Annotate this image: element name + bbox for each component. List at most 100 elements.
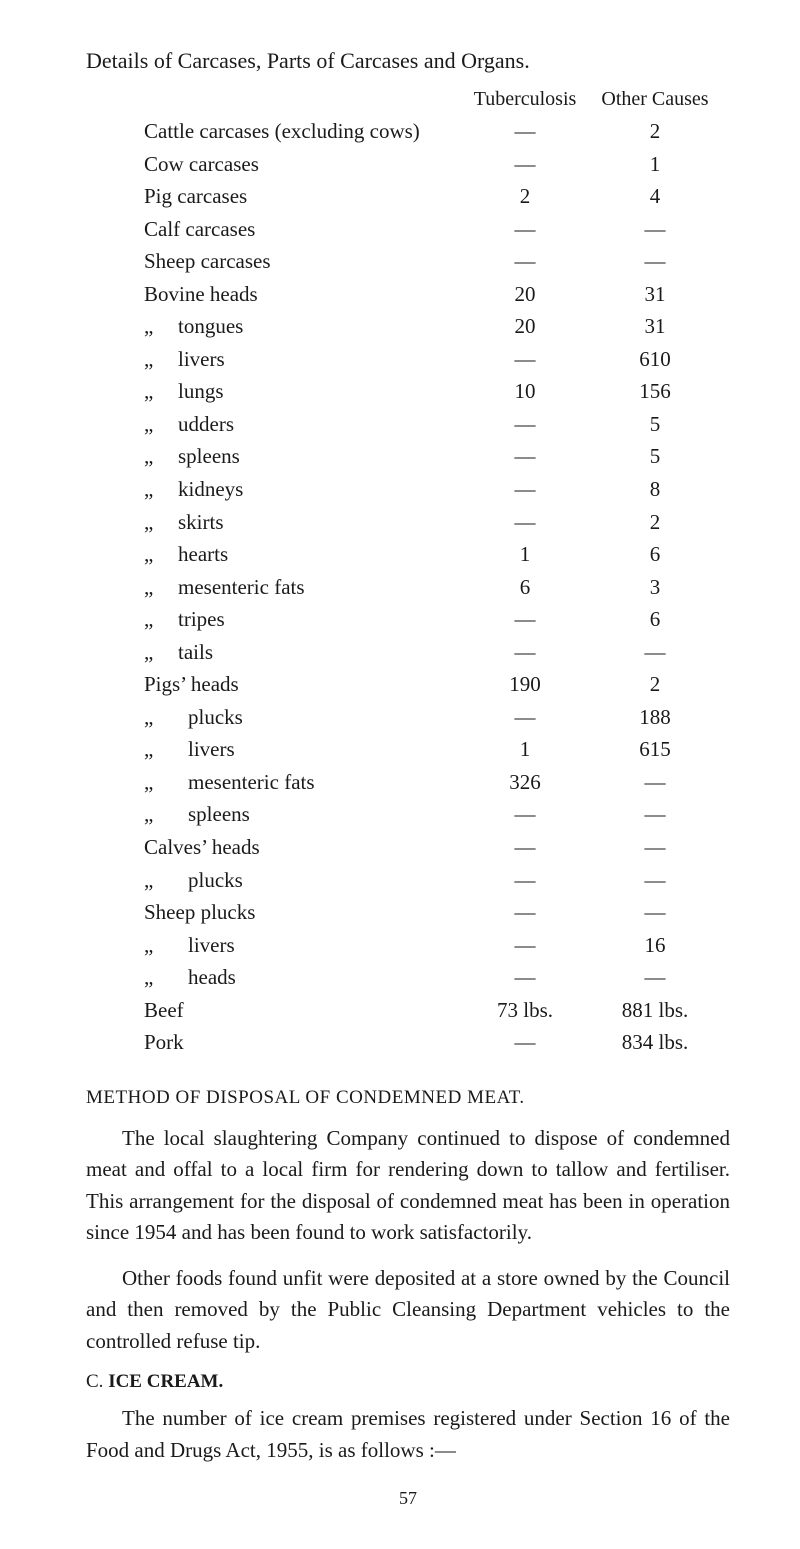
subsection-letter: C.: [86, 1371, 103, 1392]
cell-tuberculosis: 20: [460, 278, 590, 311]
cell-tuberculosis: —: [460, 245, 590, 278]
cell-other-causes: 31: [590, 278, 720, 311]
row-label: Cow carcases: [144, 148, 460, 181]
table-row: „mesenteric fats326—: [144, 766, 720, 799]
cell-tuberculosis: 190: [460, 668, 590, 701]
cell-tuberculosis: 326: [460, 766, 590, 799]
cell-other-causes: 8: [590, 473, 720, 506]
table-row: „livers—610: [144, 343, 720, 376]
cell-tuberculosis: —: [460, 506, 590, 539]
cell-tuberculosis: —: [460, 1026, 590, 1059]
cell-other-causes: —: [590, 831, 720, 864]
cell-tuberculosis: —: [460, 929, 590, 962]
row-label: „livers: [144, 733, 460, 766]
table-row: „udders—5: [144, 408, 720, 441]
col-header-tuberculosis: Tuberculosis: [460, 88, 590, 111]
table-row: Calf carcases——: [144, 213, 720, 246]
cell-other-causes: —: [590, 636, 720, 669]
document-page: Details of Carcases, Parts of Carcases a…: [0, 0, 800, 1549]
row-label: „tongues: [144, 310, 460, 343]
cell-other-causes: 2: [590, 115, 720, 148]
cell-other-causes: 1: [590, 148, 720, 181]
cell-tuberculosis: —: [460, 148, 590, 181]
table-row: „plucks—188: [144, 701, 720, 734]
row-label: Pigs’ heads: [144, 668, 460, 701]
row-label: „spleens: [144, 798, 460, 831]
table-row: „livers1615: [144, 733, 720, 766]
row-label: Cattle carcases (excluding cows): [144, 115, 460, 148]
row-label: Calves’ heads: [144, 831, 460, 864]
cell-tuberculosis: —: [460, 408, 590, 441]
row-label: Pig carcases: [144, 180, 460, 213]
cell-other-causes: 615: [590, 733, 720, 766]
cell-tuberculosis: —: [460, 603, 590, 636]
cell-tuberculosis: —: [460, 213, 590, 246]
page-title: Details of Carcases, Parts of Carcases a…: [86, 48, 730, 74]
cell-other-causes: —: [590, 213, 720, 246]
table-header-row: Tuberculosis Other Causes: [144, 88, 720, 111]
cell-tuberculosis: 6: [460, 571, 590, 604]
table-row: Cattle carcases (excluding cows)—2: [144, 115, 720, 148]
cell-other-causes: 4: [590, 180, 720, 213]
row-label: „mesenteric fats: [144, 766, 460, 799]
row-label: Sheep carcases: [144, 245, 460, 278]
table-row: Cow carcases—1: [144, 148, 720, 181]
cell-other-causes: 188: [590, 701, 720, 734]
cell-tuberculosis: —: [460, 701, 590, 734]
row-label: „lungs: [144, 375, 460, 408]
subsection-heading: C. ICE CREAM.: [86, 1371, 730, 1393]
cell-tuberculosis: —: [460, 440, 590, 473]
table-row: Sheep plucks——: [144, 896, 720, 929]
row-label: „plucks: [144, 701, 460, 734]
table-row: „hearts16: [144, 538, 720, 571]
cell-other-causes: 156: [590, 375, 720, 408]
table-row: Pig carcases24: [144, 180, 720, 213]
row-label: Pork: [144, 1026, 460, 1059]
cell-other-causes: 6: [590, 603, 720, 636]
row-label: „skirts: [144, 506, 460, 539]
table-row: „heads——: [144, 961, 720, 994]
row-label: „mesenteric fats: [144, 571, 460, 604]
row-label: „tripes: [144, 603, 460, 636]
cell-tuberculosis: 10: [460, 375, 590, 408]
cell-other-causes: 881 lbs.: [590, 994, 720, 1027]
cell-other-causes: 5: [590, 440, 720, 473]
paragraph-2: Other foods found unfit were deposited a…: [86, 1263, 730, 1358]
table-row: „tails——: [144, 636, 720, 669]
table-row: Beef73 lbs.881 lbs.: [144, 994, 720, 1027]
paragraph-1: The local slaughtering Company continued…: [86, 1123, 730, 1249]
table-row: „kidneys—8: [144, 473, 720, 506]
cell-other-causes: —: [590, 766, 720, 799]
row-label: „kidneys: [144, 473, 460, 506]
cell-tuberculosis: 1: [460, 538, 590, 571]
col-header-other-causes: Other Causes: [590, 88, 720, 111]
subsection-title: ICE CREAM.: [108, 1371, 223, 1392]
cell-other-causes: —: [590, 864, 720, 897]
cell-tuberculosis: —: [460, 961, 590, 994]
table-row: Calves’ heads——: [144, 831, 720, 864]
table-row: „mesenteric fats63: [144, 571, 720, 604]
cell-tuberculosis: 2: [460, 180, 590, 213]
table-row: Pork—834 lbs.: [144, 1026, 720, 1059]
cell-tuberculosis: —: [460, 896, 590, 929]
cell-tuberculosis: 73 lbs.: [460, 994, 590, 1027]
table-row: „skirts—2: [144, 506, 720, 539]
page-number: 57: [86, 1488, 730, 1509]
cell-other-causes: —: [590, 961, 720, 994]
cell-other-causes: 5: [590, 408, 720, 441]
table-row: „plucks——: [144, 864, 720, 897]
cell-other-causes: —: [590, 896, 720, 929]
cell-tuberculosis: —: [460, 864, 590, 897]
cell-tuberculosis: 1: [460, 733, 590, 766]
table-row: „tripes—6: [144, 603, 720, 636]
table-row: „livers—16: [144, 929, 720, 962]
row-label: Bovine heads: [144, 278, 460, 311]
table-row: Pigs’ heads1902: [144, 668, 720, 701]
cell-other-causes: 2: [590, 668, 720, 701]
row-label: Calf carcases: [144, 213, 460, 246]
cell-other-causes: 16: [590, 929, 720, 962]
table-row: „spleens—5: [144, 440, 720, 473]
header-spacer: [144, 88, 460, 111]
row-label: „heads: [144, 961, 460, 994]
row-label: „livers: [144, 929, 460, 962]
